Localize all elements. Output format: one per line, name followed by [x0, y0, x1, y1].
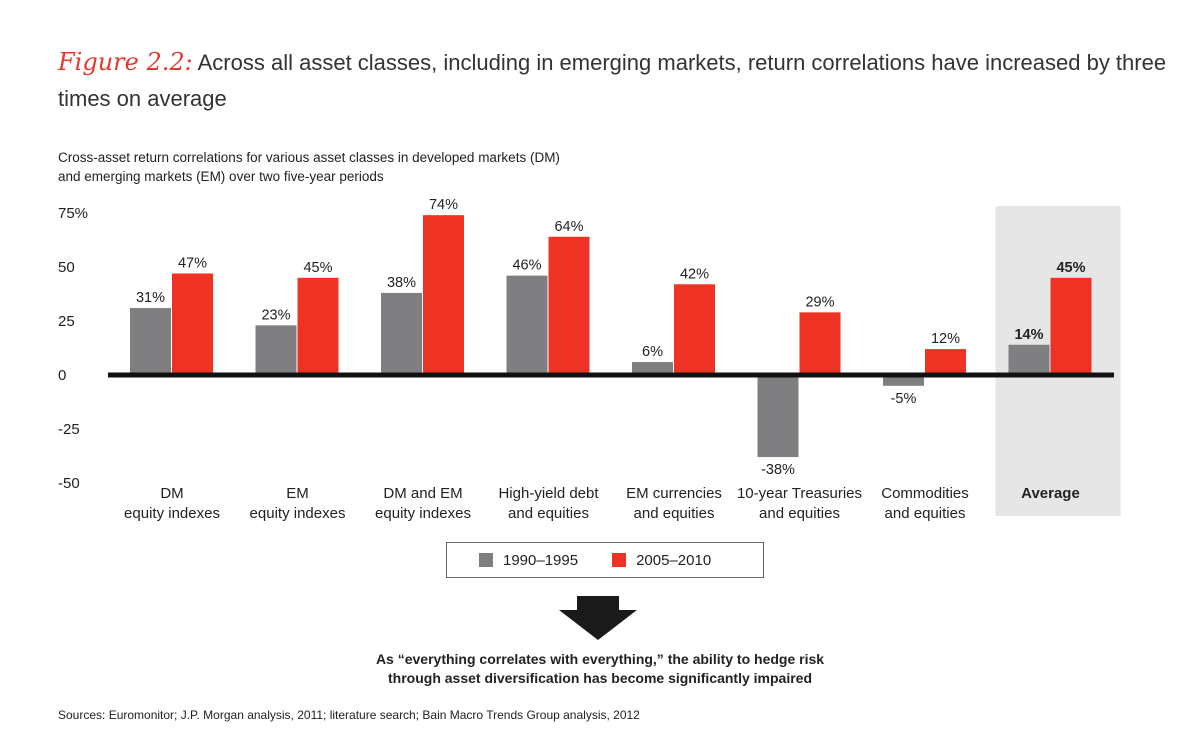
bar-series-2: [297, 277, 339, 375]
bar-series-1: [883, 375, 924, 386]
category-label: EM currencies: [626, 485, 722, 502]
bar-series-1: [757, 375, 799, 458]
conclusion-line-2: through asset diversification has become…: [388, 670, 812, 686]
category-label: 10-year Treasuries: [737, 485, 862, 502]
bar-series-2: [799, 312, 841, 375]
bar-series-1: [1008, 344, 1050, 375]
data-label: 46%: [512, 258, 541, 274]
bar-series-2: [548, 236, 590, 375]
bar-series-1: [381, 292, 422, 375]
figure-title-text: Across all asset classes, including in e…: [58, 50, 1167, 111]
y-tick-label: 0: [58, 367, 66, 384]
category-label: EM: [286, 485, 309, 502]
data-label: -38%: [761, 462, 795, 478]
bar-series-2: [925, 349, 966, 375]
y-tick-label: -25: [58, 421, 80, 438]
bar-chart: 75% 50 25 0 -25 -50 31% 47% DM equity indexes 23% 4…: [58, 197, 1121, 522]
legend-swatch-series-2: [612, 553, 627, 567]
y-tick-label: 75%: [58, 205, 88, 222]
data-label: 6%: [642, 344, 663, 360]
legend-label-series-2: 2005–2010: [636, 551, 712, 569]
subtitle-line-2: and emerging markets (EM) over two five-…: [58, 169, 384, 184]
data-label: 12%: [931, 331, 960, 347]
data-label: 64%: [554, 219, 583, 235]
y-tick-label: 25: [58, 313, 75, 330]
category-label: Average: [1021, 485, 1080, 502]
bar-series-2: [423, 215, 464, 375]
conclusion-text: As “everything correlates with everythin…: [300, 650, 900, 688]
chart-subtitle: Cross-asset return correlations for vari…: [58, 148, 758, 186]
category-label: and equities: [885, 505, 966, 522]
data-label: 23%: [261, 307, 290, 323]
data-label: 47%: [178, 255, 207, 271]
bar-series-1: [632, 362, 673, 375]
data-label: 42%: [680, 266, 709, 282]
data-label: 14%: [1014, 327, 1043, 343]
legend-swatch-series-1: [479, 553, 493, 567]
data-label: 74%: [429, 197, 458, 213]
bar-series-2: [172, 273, 213, 375]
bar-series-1: [255, 325, 297, 375]
data-label: 29%: [805, 294, 834, 310]
bar-series-1: [130, 308, 171, 375]
category-label: equity indexes: [250, 505, 346, 522]
y-tick-label: 50: [58, 259, 75, 276]
subtitle-line-1: Cross-asset return correlations for vari…: [58, 150, 560, 165]
category-label: Commodities: [881, 485, 969, 502]
bar-series-2: [674, 284, 715, 375]
data-label: 45%: [303, 260, 332, 276]
figure-label: Figure 2.2:: [58, 48, 193, 76]
legend-item-series-2: 2005–2010: [612, 552, 711, 569]
category-label: DM: [160, 485, 183, 502]
category-label: and equities: [508, 505, 589, 522]
data-label: -5%: [891, 391, 917, 407]
data-label: 45%: [1056, 260, 1085, 276]
category-label: and equities: [759, 505, 840, 522]
legend-item-series-1: 1990–1995: [479, 552, 578, 569]
down-arrow-icon: [559, 596, 637, 640]
legend-label-series-1: 1990–1995: [503, 551, 579, 569]
data-label: 38%: [387, 275, 416, 291]
category-label: and equities: [634, 505, 715, 522]
category-label: equity indexes: [375, 505, 471, 522]
data-label: 31%: [136, 290, 165, 306]
category-label: equity indexes: [124, 505, 220, 522]
figure-title: Figure 2.2: Across all asset classes, in…: [58, 44, 1168, 117]
category-label: High-yield debt: [498, 485, 599, 502]
source-note: Sources: Euromonitor; J.P. Morgan analys…: [58, 708, 640, 722]
category-label: DM and EM: [383, 485, 462, 502]
conclusion-line-1: As “everything correlates with everythin…: [375, 651, 825, 667]
chart-legend: 1990–1995 2005–2010: [446, 542, 764, 578]
bar-series-1: [506, 275, 548, 375]
y-tick-label: -50: [58, 475, 80, 492]
bar-series-2: [1050, 277, 1092, 375]
